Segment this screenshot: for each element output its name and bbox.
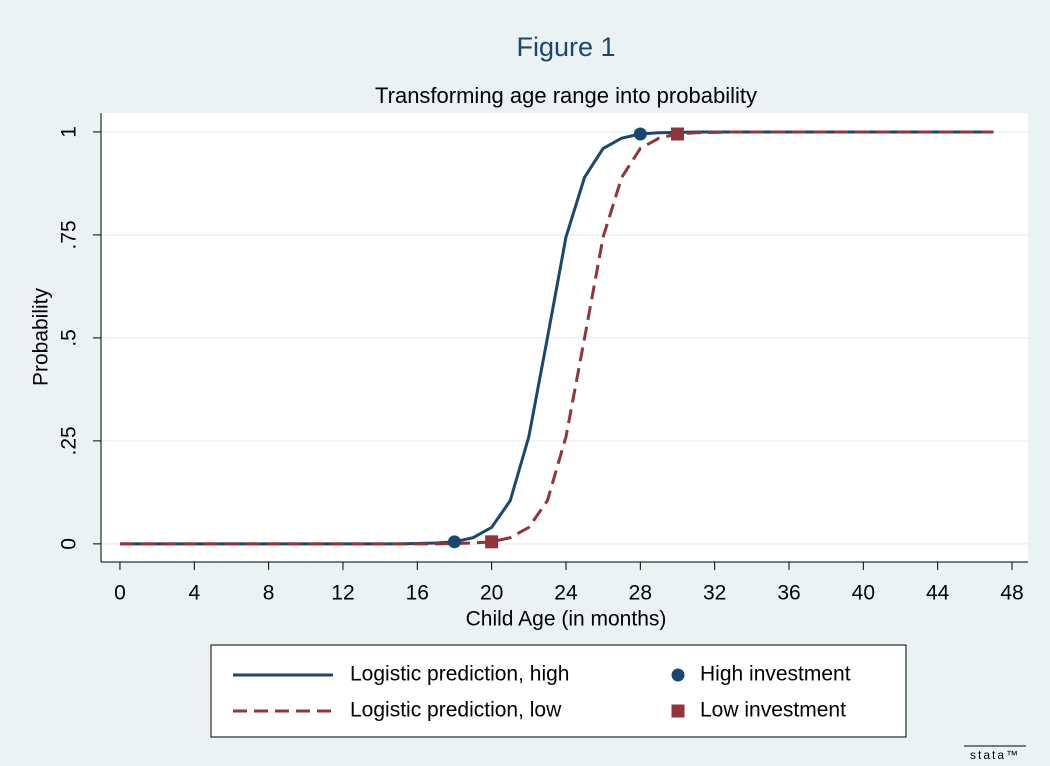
x-tick-label: 40 <box>852 582 875 605</box>
x-tick-label: 8 <box>263 582 275 605</box>
legend-label: Low investment <box>700 699 846 722</box>
y-tick-label: .5 <box>58 329 81 347</box>
data-point <box>633 127 647 141</box>
x-axis-title: Child Age (in months) <box>466 608 667 631</box>
x-tick-label: 20 <box>480 582 503 605</box>
chart-title: Figure 1 <box>516 32 615 62</box>
x-tick-label: 32 <box>703 582 726 605</box>
legend-marker <box>671 668 685 682</box>
watermark: stata™ <box>970 748 1020 762</box>
chart-subtitle: Transforming age range into probability <box>375 83 757 108</box>
legend-box <box>210 644 907 738</box>
y-tick-label: 1 <box>58 126 81 138</box>
legend-label: Logistic prediction, low <box>350 699 562 722</box>
x-tick-label: 48 <box>1000 582 1023 605</box>
y-axis-title: Probability <box>30 287 53 386</box>
data-point <box>670 127 684 141</box>
legend-label: Logistic prediction, high <box>350 663 569 686</box>
y-tick-label: .75 <box>58 220 81 249</box>
x-tick-label: 12 <box>331 582 354 605</box>
x-tick-label: 16 <box>406 582 429 605</box>
legend-label: High investment <box>700 663 851 686</box>
x-tick-label: 44 <box>926 582 950 605</box>
data-point <box>485 535 499 549</box>
y-tick-label: 0 <box>58 538 81 550</box>
x-tick-label: 4 <box>188 582 200 605</box>
x-tick-label: 36 <box>777 582 800 605</box>
data-point <box>447 535 461 549</box>
x-tick-label: 28 <box>629 582 652 605</box>
x-tick-label: 0 <box>114 582 126 605</box>
legend-marker <box>671 704 685 718</box>
x-tick-label: 24 <box>554 582 578 605</box>
y-tick-label: .25 <box>58 426 81 455</box>
